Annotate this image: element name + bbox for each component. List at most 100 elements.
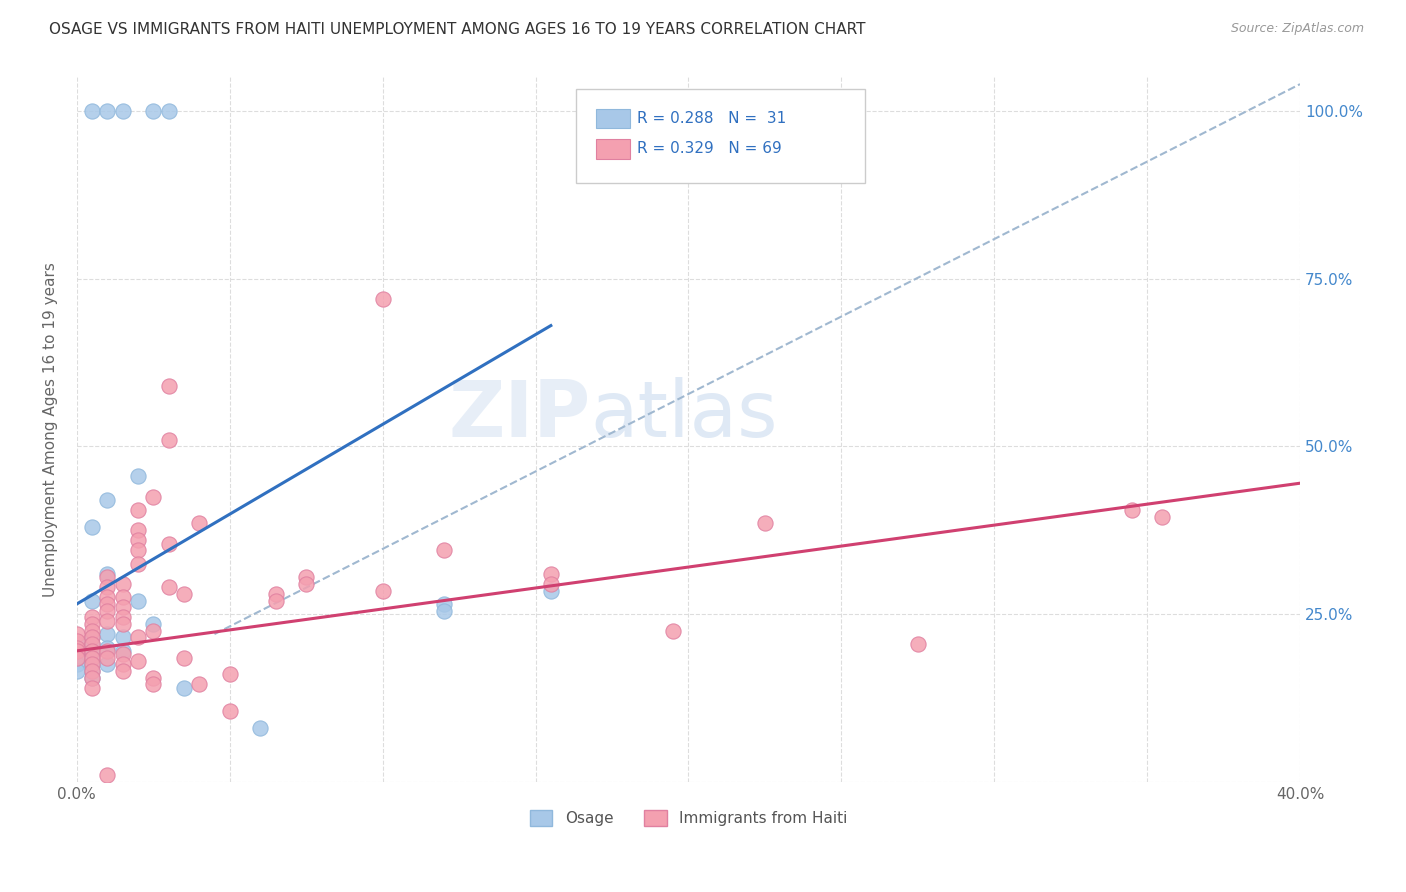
Legend: Osage, Immigrants from Haiti: Osage, Immigrants from Haiti <box>522 803 855 834</box>
Point <box>82 671 104 685</box>
Point <box>82 637 104 651</box>
Point <box>142 103 165 118</box>
Point <box>96 627 118 641</box>
Point <box>295 576 318 591</box>
Point <box>218 704 240 718</box>
Y-axis label: Unemployment Among Ages 16 to 19 years: Unemployment Among Ages 16 to 19 years <box>44 262 58 597</box>
Point <box>142 617 165 632</box>
Point <box>66 657 89 672</box>
Point <box>540 566 562 581</box>
Point <box>96 566 118 581</box>
Point <box>82 681 104 695</box>
Point <box>82 520 104 534</box>
Point <box>142 671 165 685</box>
Point <box>295 570 318 584</box>
Point <box>127 503 149 517</box>
Point <box>96 591 118 605</box>
Point <box>82 631 104 645</box>
Point <box>142 624 165 638</box>
Point <box>82 617 104 632</box>
Point <box>662 624 685 638</box>
Point <box>907 637 929 651</box>
Point <box>82 644 104 658</box>
Point <box>540 583 562 598</box>
Point <box>66 627 89 641</box>
Point <box>371 583 394 598</box>
Point <box>66 650 89 665</box>
Text: R = 0.288   N =  31: R = 0.288 N = 31 <box>637 112 786 126</box>
Point <box>111 631 134 645</box>
Point <box>82 664 104 678</box>
Point <box>371 292 394 306</box>
Text: Source: ZipAtlas.com: Source: ZipAtlas.com <box>1230 22 1364 36</box>
Point <box>142 490 165 504</box>
Point <box>66 650 89 665</box>
Point <box>142 677 165 691</box>
Point <box>127 654 149 668</box>
Point <box>111 647 134 661</box>
Point <box>173 587 195 601</box>
Point <box>111 576 134 591</box>
Point <box>157 580 180 594</box>
Point <box>96 640 118 655</box>
Point <box>96 644 118 658</box>
Point <box>111 610 134 624</box>
Point <box>111 591 134 605</box>
Point <box>82 650 104 665</box>
Point <box>111 644 134 658</box>
Point <box>66 637 89 651</box>
Point <box>66 644 89 658</box>
Text: ZIP: ZIP <box>449 377 591 453</box>
Point <box>82 593 104 607</box>
Point <box>264 593 287 607</box>
Point <box>96 597 118 611</box>
Point <box>127 533 149 548</box>
Point <box>82 644 104 658</box>
Point <box>157 379 180 393</box>
Point <box>173 681 195 695</box>
Point <box>96 650 118 665</box>
Point <box>127 593 149 607</box>
Point <box>66 664 89 678</box>
Point <box>218 667 240 681</box>
Point <box>96 657 118 672</box>
Point <box>188 677 211 691</box>
Point <box>96 493 118 508</box>
Point <box>127 523 149 537</box>
Point <box>1121 503 1143 517</box>
Point <box>96 604 118 618</box>
Point <box>82 631 104 645</box>
Point <box>264 587 287 601</box>
Point <box>66 640 89 655</box>
Point <box>1152 509 1174 524</box>
Text: atlas: atlas <box>591 377 778 453</box>
Point <box>111 600 134 615</box>
Point <box>96 103 118 118</box>
Point <box>433 597 456 611</box>
Point <box>188 516 211 531</box>
Point <box>540 576 562 591</box>
Point <box>249 721 271 735</box>
Point <box>157 433 180 447</box>
Point <box>173 650 195 665</box>
Point <box>96 768 118 782</box>
Point <box>111 664 134 678</box>
Point <box>82 610 104 624</box>
Point <box>82 657 104 672</box>
Point <box>157 536 180 550</box>
Point <box>82 664 104 678</box>
Point <box>82 650 104 665</box>
Text: OSAGE VS IMMIGRANTS FROM HAITI UNEMPLOYMENT AMONG AGES 16 TO 19 YEARS CORRELATIO: OSAGE VS IMMIGRANTS FROM HAITI UNEMPLOYM… <box>49 22 866 37</box>
Point <box>111 657 134 672</box>
Point <box>96 580 118 594</box>
Point <box>127 557 149 571</box>
Point <box>111 617 134 632</box>
Point <box>127 543 149 558</box>
Text: R = 0.329   N = 69: R = 0.329 N = 69 <box>637 142 782 156</box>
Point <box>66 644 89 658</box>
Point <box>111 103 134 118</box>
Point <box>82 624 104 638</box>
Point <box>66 633 89 648</box>
Point <box>82 103 104 118</box>
Point <box>127 469 149 483</box>
